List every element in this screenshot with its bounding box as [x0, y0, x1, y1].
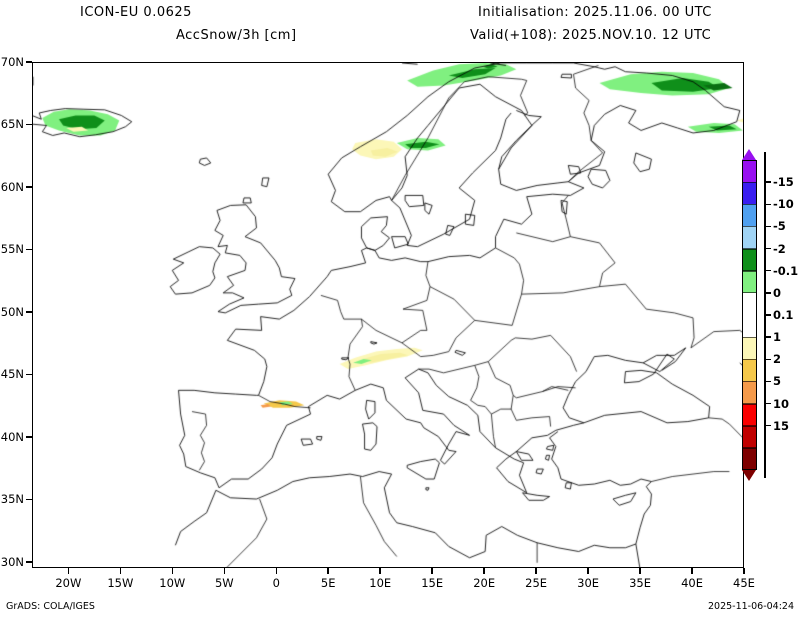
lon-tick [691, 568, 693, 574]
lat-label: 35N [0, 492, 24, 507]
lon-label: 5W [214, 576, 234, 590]
colorbar-tick [765, 292, 771, 294]
lat-label: 40N [0, 429, 24, 444]
lon-label: 15W [107, 576, 134, 590]
colorbar-tick-label: 0 [773, 285, 782, 300]
colorbar-tick [765, 247, 771, 250]
colorbar-tick [765, 336, 771, 338]
lat-label: 65N [0, 117, 24, 132]
lon-tick [379, 568, 381, 574]
colorbar-tick-label: -10 [773, 197, 794, 212]
lon-tick [431, 568, 433, 574]
colorbar-tick [765, 358, 771, 361]
lon-tick [587, 568, 589, 574]
field-title: AccSnow/3h [cm] [176, 28, 297, 43]
colorbar-segment [742, 292, 757, 316]
lat-label: 60N [0, 179, 24, 194]
colorbar-tick-label: 0.1 [773, 308, 794, 322]
colorbar-tick [765, 225, 771, 228]
lon-label: 5E [320, 576, 336, 590]
colorbar-segment [742, 270, 757, 294]
lat-label: 55N [0, 242, 24, 257]
lon-tick [223, 568, 226, 574]
lon-label: 20E [473, 576, 496, 590]
lon-tick [535, 568, 537, 574]
lat-label: 30N [0, 554, 24, 569]
colorbar-segment [742, 403, 757, 427]
map-canvas [33, 63, 743, 567]
colorbar-tick [765, 269, 771, 272]
lon-label: 45E [733, 576, 755, 590]
lat-tick [26, 186, 32, 188]
colorbar-segment [742, 182, 757, 205]
colorbar-tick [765, 402, 771, 405]
colorbar-tick [765, 203, 771, 206]
colorbar-cap-top [742, 149, 756, 160]
colorbar-tick-label: 15 [773, 418, 790, 433]
lat-tick [26, 436, 32, 438]
colorbar-segment [742, 248, 757, 272]
lon-tick [67, 568, 70, 574]
model-title: ICON-EU 0.0625 [80, 5, 192, 20]
colorbar-tick-label: -15 [773, 175, 794, 190]
colorbar-tick [765, 181, 771, 183]
valid-time: Valid(+108): 2025.NOV.10. 12 UTC [470, 28, 712, 43]
initialisation-time: Initialisation: 2025.11.06. 00 UTC [478, 5, 712, 20]
lon-label: 35E [629, 576, 651, 590]
footer-credit: GrADS: COLA/IGES [6, 601, 95, 612]
lon-tick [327, 568, 329, 574]
colorbar-tick [765, 424, 771, 427]
lon-tick [275, 568, 277, 574]
colorbar-tick-label: 1 [773, 330, 782, 345]
lon-tick [171, 568, 174, 574]
colorbar-segment [742, 315, 757, 338]
lon-label: 40E [681, 576, 703, 590]
colorbar-axis-line [764, 152, 766, 478]
colorbar-segment [742, 359, 757, 382]
lat-tick [26, 311, 32, 313]
colorbar-segment [742, 160, 757, 183]
colorbar-segment [742, 226, 757, 249]
lon-label: 15E [421, 576, 444, 590]
colorbar [742, 149, 757, 481]
lon-tick [743, 568, 745, 574]
lon-label: 0 [272, 576, 280, 590]
colorbar-cap-bottom [742, 470, 756, 481]
lon-tick [639, 568, 641, 574]
lat-tick [26, 61, 32, 63]
map-plot-area [32, 62, 744, 568]
lat-tick [26, 123, 32, 126]
lat-tick [26, 561, 32, 563]
lat-label: 45N [0, 367, 24, 382]
colorbar-segment [742, 337, 757, 360]
colorbar-segment [742, 447, 757, 471]
lat-tick [26, 373, 32, 376]
colorbar-tick-label: -2 [773, 241, 786, 256]
colorbar-segment [742, 381, 757, 404]
lon-tick [483, 568, 485, 574]
lon-label: 30E [577, 576, 600, 590]
colorbar-tick-label: -5 [773, 219, 786, 234]
lat-label: 50N [0, 304, 24, 319]
lat-tick [26, 248, 32, 251]
colorbar-tick [765, 314, 771, 316]
lon-tick [119, 568, 122, 574]
colorbar-tick-label: -0.1 [773, 263, 799, 278]
footer-timestamp: 2025-11-06-04:24 [707, 601, 794, 612]
lon-label: 10E [369, 576, 392, 590]
lon-label: 25E [525, 576, 548, 590]
colorbar-tick [765, 380, 771, 383]
colorbar-tick-label: 2 [773, 352, 782, 367]
colorbar-segment [742, 425, 757, 449]
lon-label: 20W [55, 576, 82, 590]
colorbar-segment [742, 204, 757, 227]
colorbar-tick-label: 10 [773, 396, 790, 411]
colorbar-tick-label: 5 [773, 374, 782, 389]
lat-tick [26, 498, 32, 501]
lon-label: 10W [159, 576, 186, 590]
lat-label: 70N [0, 55, 24, 69]
